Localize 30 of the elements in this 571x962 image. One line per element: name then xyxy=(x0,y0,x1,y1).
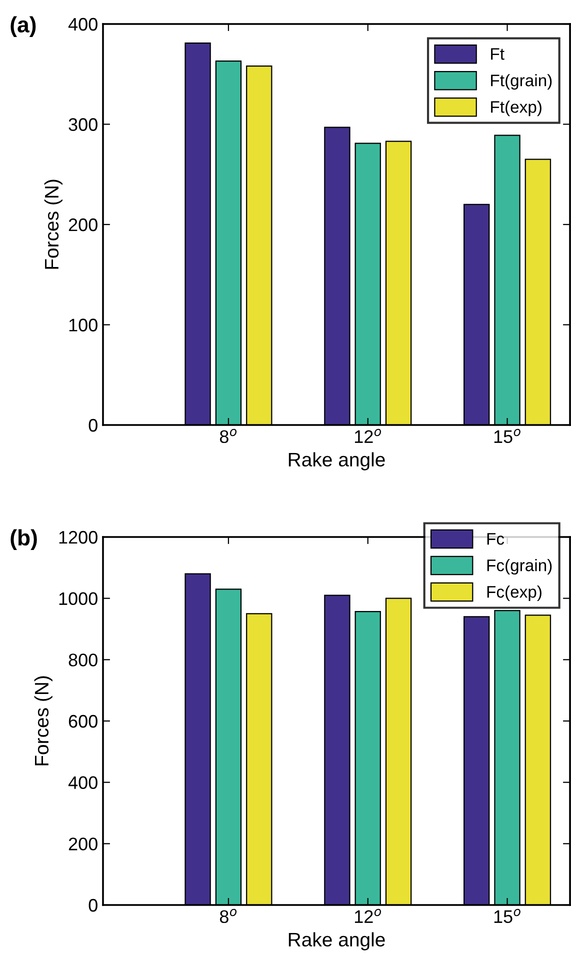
y-axis-title: Forces (N) xyxy=(34,676,52,766)
x-tick-label: 12$^{o}$ xyxy=(354,908,382,923)
chart-title: (a) xyxy=(10,16,36,37)
y-tick-label: 800 xyxy=(68,654,98,666)
legend-label: Fc xyxy=(487,533,504,545)
y-tick-label: 200 xyxy=(68,218,98,232)
x-tick-label: 15$^{o}$ xyxy=(494,428,520,444)
legend-label: Fc(exp) xyxy=(487,586,542,602)
y-axis-title: Forces (N) xyxy=(44,180,62,269)
y-tick-label: 100 xyxy=(69,318,98,332)
x-axis-title: Rake angle xyxy=(288,932,385,950)
x-axis-title: Rake angle xyxy=(288,452,385,470)
legend-label: Ft(exp) xyxy=(491,100,542,116)
chart-title: (b) xyxy=(10,529,37,550)
legend-label: Fc(grain) xyxy=(487,559,552,575)
y-tick-label: 400 xyxy=(68,18,98,31)
y-tick-label: 300 xyxy=(68,118,98,131)
x-tick-label: 15$^{o}$ xyxy=(494,908,520,924)
x-tick-label: 8$^{o}$ xyxy=(220,908,237,924)
y-tick-label: 1200 xyxy=(59,530,98,544)
y-tick-label: 0 xyxy=(88,898,98,912)
x-tick-label: 12$^{o}$ xyxy=(354,428,382,443)
y-tick-label: 400 xyxy=(68,776,98,790)
legend-label: Ft(grain) xyxy=(491,74,552,90)
x-tick-label: 8$^{o}$ xyxy=(220,428,237,444)
y-tick-label: 0 xyxy=(88,418,98,432)
y-tick-label: 600 xyxy=(68,714,98,728)
y-tick-label: 200 xyxy=(68,838,98,850)
y-tick-label: 1000 xyxy=(59,592,98,606)
legend-label: Ft xyxy=(491,48,504,60)
